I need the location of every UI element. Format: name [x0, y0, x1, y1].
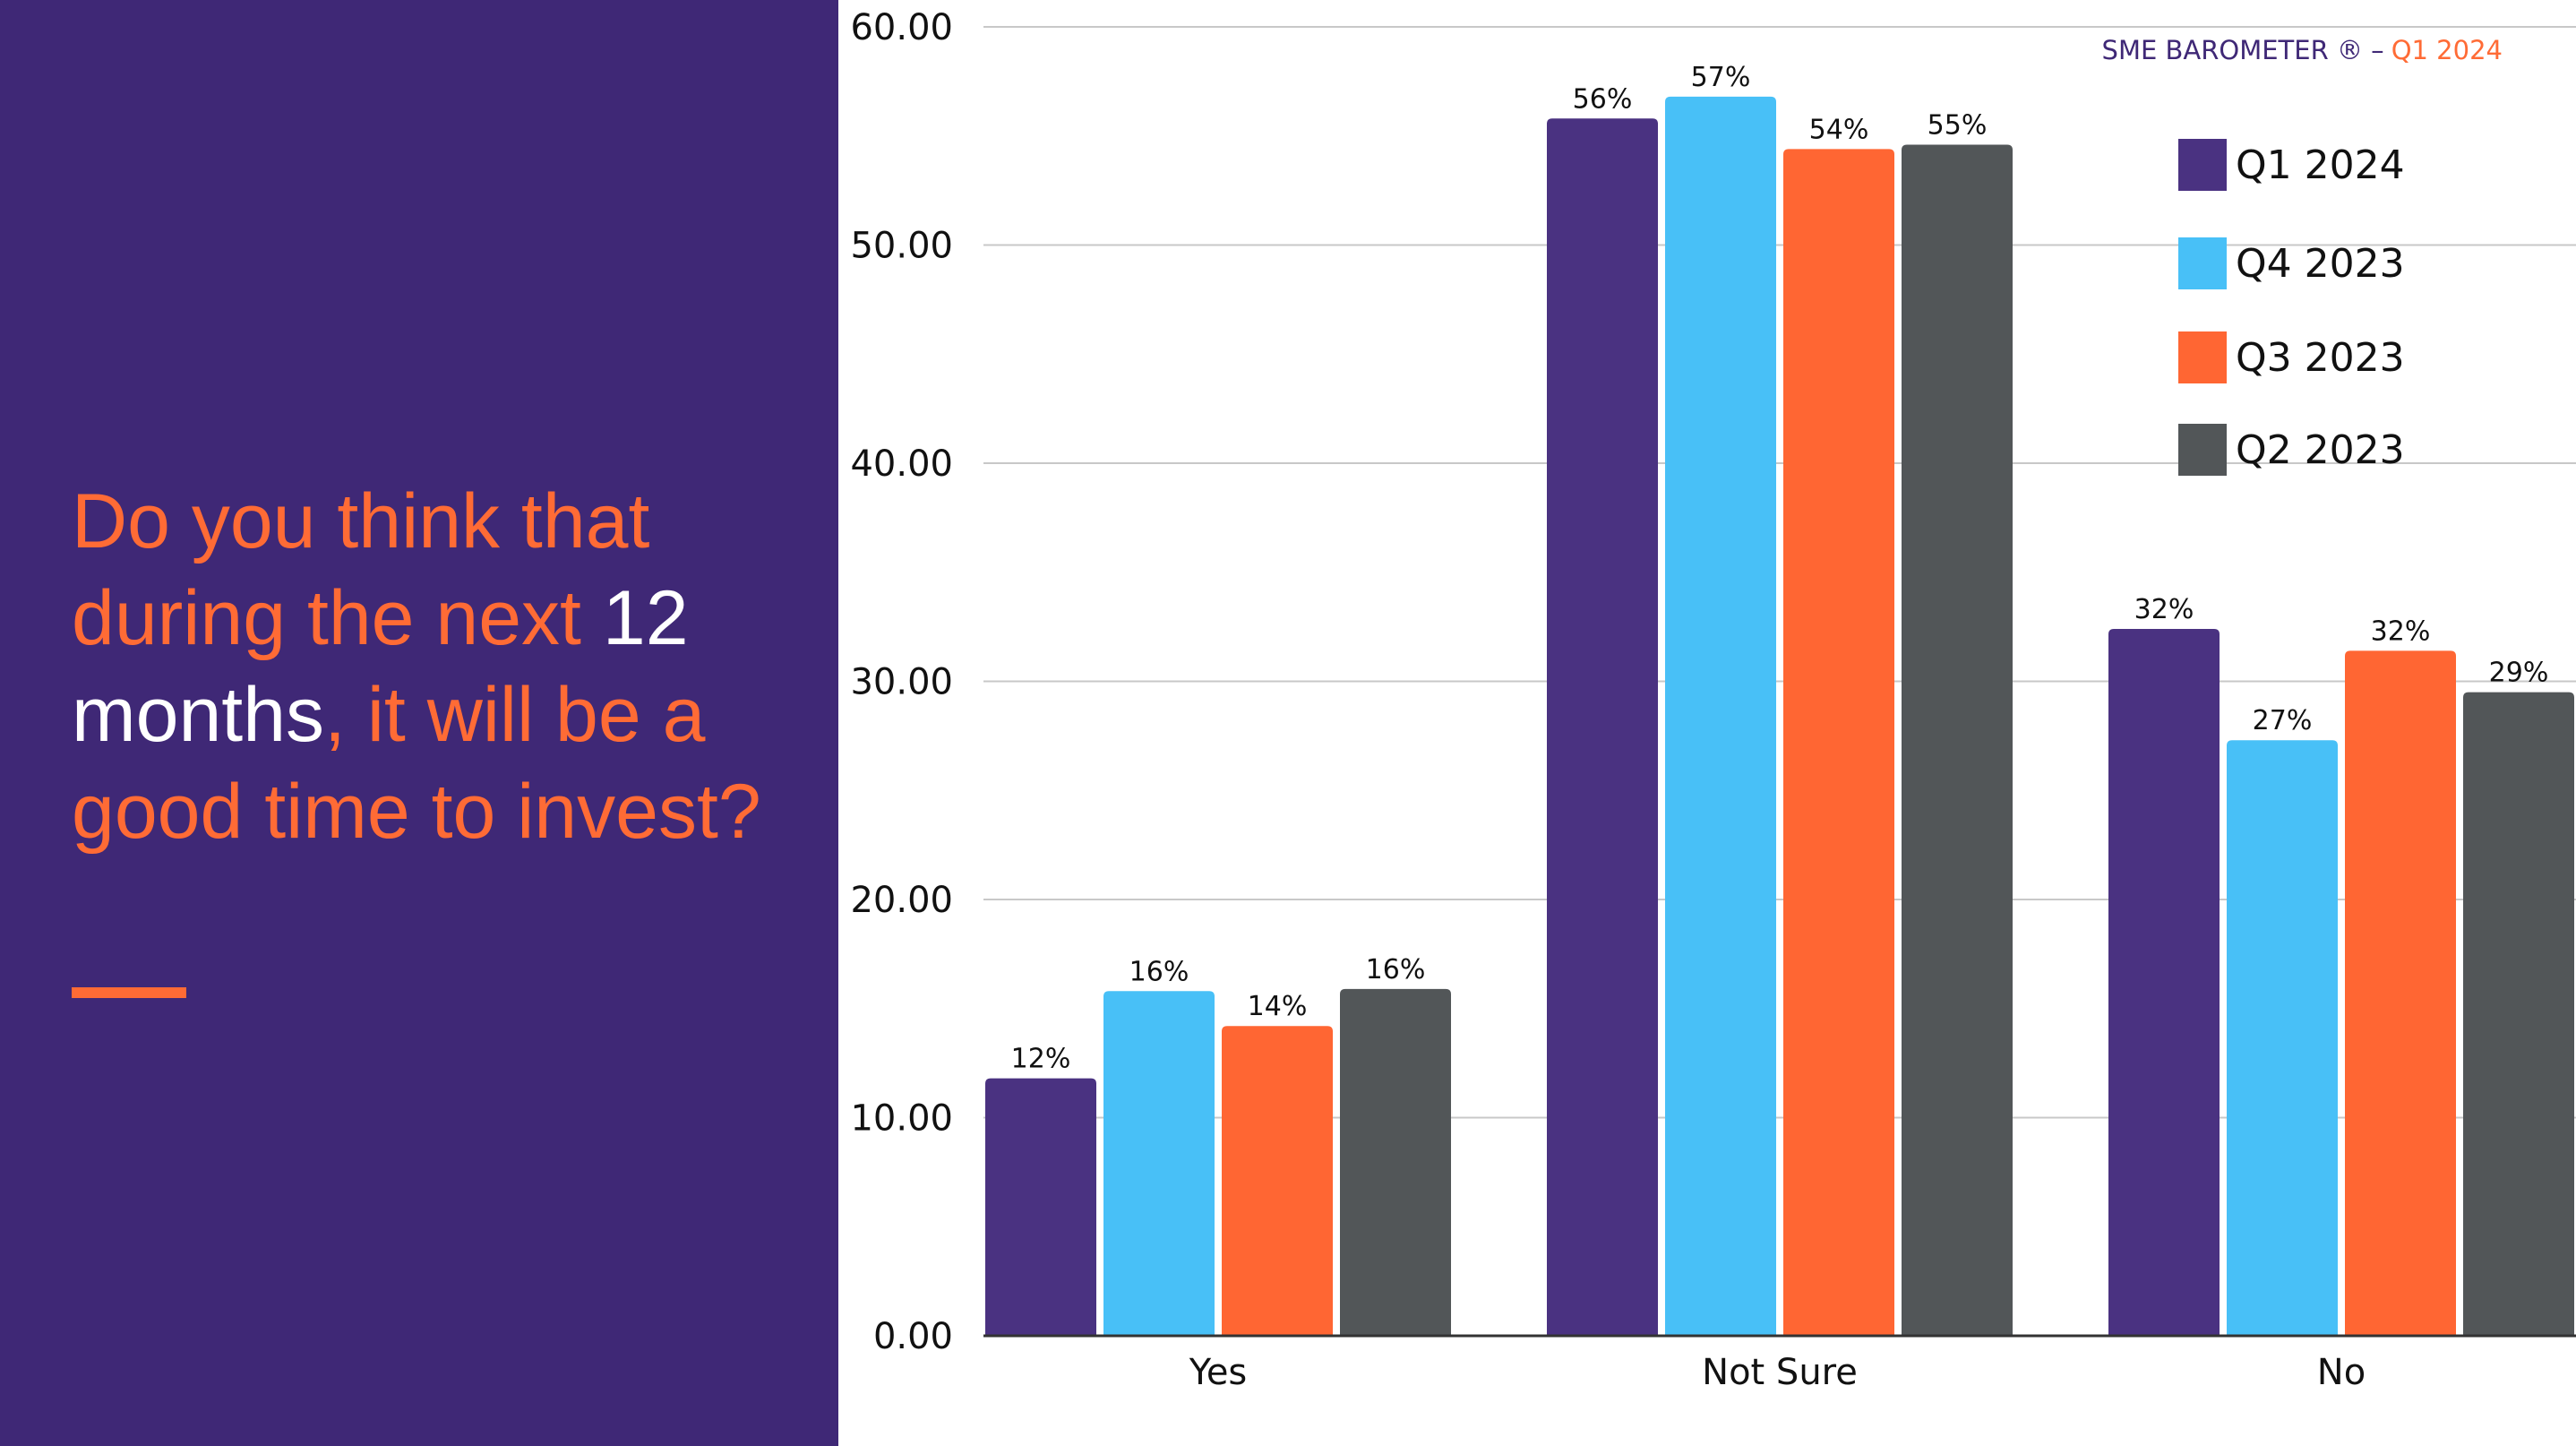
y-tick-label: 0.00	[873, 1316, 953, 1357]
bar-value-label: 32%	[2371, 615, 2431, 647]
y-tick-label: 40.00	[850, 443, 953, 485]
y-tick-label: 10.00	[850, 1098, 953, 1140]
bar-value-label: 54%	[1809, 114, 1869, 145]
bar	[1340, 988, 1451, 1336]
bar	[1902, 144, 2013, 1337]
bar	[1547, 118, 1658, 1336]
bar-value-label: 32%	[2134, 594, 2194, 625]
legend-swatch	[2178, 424, 2227, 476]
bar	[1222, 1026, 1333, 1336]
bar-value-label: 27%	[2253, 705, 2313, 736]
brand-name: SME BAROMETER ® –	[2102, 35, 2384, 65]
y-tick-label: 60.00	[850, 7, 953, 48]
bar-value-label: 16%	[1129, 956, 1189, 987]
accent-underline	[72, 987, 186, 998]
legend-swatch	[2178, 331, 2227, 383]
legend-label: Q2 2023	[2236, 427, 2405, 473]
y-tick-label: 20.00	[850, 880, 953, 921]
bar-value-label: 29%	[2489, 658, 2549, 689]
bar-value-label: 16%	[1366, 954, 1426, 986]
bars	[985, 96, 2574, 1337]
report-period: Q1 2024	[2391, 35, 2503, 65]
legend-label: Q3 2023	[2236, 335, 2405, 381]
y-tick-label: 30.00	[850, 662, 953, 703]
bar-chart: 0.00 10.00 20.00 30.00 40.00 50.00 60.00 12% 16…	[850, 7, 2576, 1393]
bar	[2345, 650, 2456, 1336]
bar	[2227, 740, 2338, 1336]
x-category-label: No	[2317, 1352, 2366, 1393]
bar-value-label: 14%	[1248, 991, 1308, 1022]
question-highlight: 12 months	[72, 575, 689, 758]
bar	[985, 1078, 1096, 1336]
question-part-2: , it will be a good time to invest?	[72, 672, 761, 855]
bar	[1665, 96, 1776, 1336]
question-panel: Do you think that during the next 12 mon…	[0, 0, 838, 1446]
question-part-1: Do you think that during the next	[72, 478, 650, 661]
bar	[1783, 149, 1894, 1337]
x-axis-category-labels: Yes Not Sure No	[1189, 1352, 2366, 1393]
bar-value-label: 57%	[1691, 62, 1751, 93]
report-header: SME BAROMETER ® – Q1 2024	[2102, 35, 2503, 65]
question-text: Do you think that during the next 12 mon…	[72, 473, 806, 860]
bar-data-labels: 12% 16% 14% 16% 56% 57% 54% 55% 32% 27% 32% 29%	[1011, 62, 2549, 1075]
legend-swatch	[2178, 237, 2227, 289]
bar-value-label: 12%	[1011, 1044, 1071, 1075]
x-category-label: Not Sure	[1702, 1352, 1858, 1393]
bar	[1103, 991, 1215, 1336]
legend-label: Q1 2024	[2236, 142, 2405, 188]
legend: Q1 2024 Q4 2023 Q3 2023 Q2 2023	[2178, 139, 2405, 476]
bar	[2463, 692, 2574, 1336]
y-axis-ticks: 0.00 10.00 20.00 30.00 40.00 50.00 60.00	[850, 7, 953, 1357]
legend-label: Q4 2023	[2236, 241, 2405, 287]
bar	[2108, 629, 2220, 1336]
legend-swatch	[2178, 139, 2227, 191]
bar-value-label: 55%	[1928, 109, 1988, 141]
x-category-label: Yes	[1189, 1352, 1248, 1393]
y-tick-label: 50.00	[850, 226, 953, 267]
bar-value-label: 56%	[1573, 83, 1633, 115]
